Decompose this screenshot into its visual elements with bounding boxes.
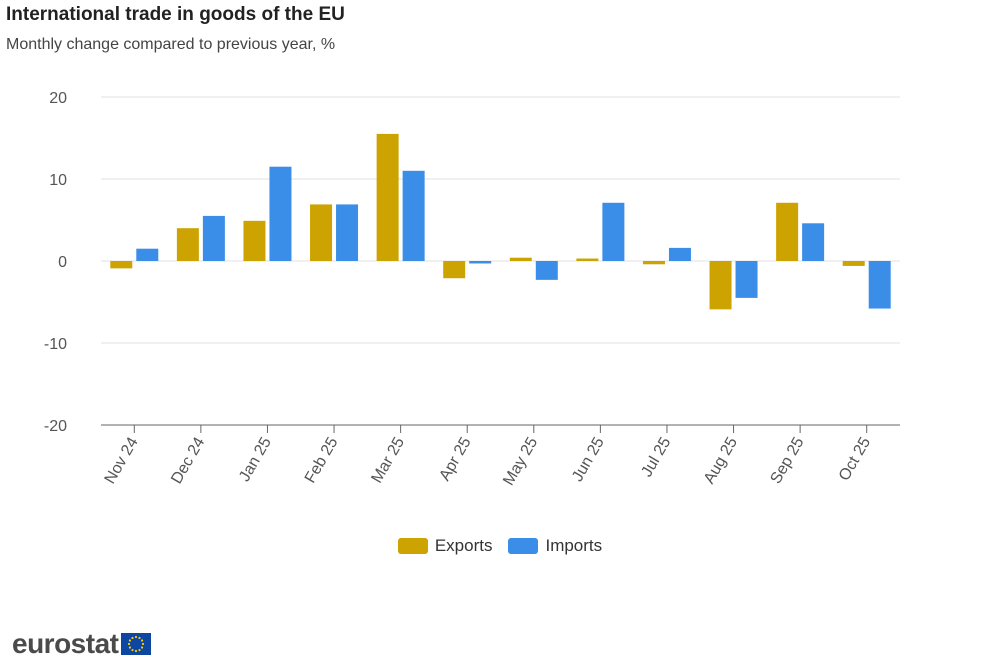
bar-exports-2 <box>243 220 266 261</box>
legend-label-imports: Imports <box>545 536 603 555</box>
legend: Exports Imports <box>0 536 1000 556</box>
bar-exports-8 <box>642 261 665 265</box>
chart-subtitle: Monthly change compared to previous year… <box>6 36 336 53</box>
y-tick-label: -20 <box>44 418 67 435</box>
x-tick-label: Feb 25 <box>302 434 342 486</box>
legend-item-exports[interactable]: Exports <box>397 536 493 556</box>
x-tick-label: May 25 <box>500 434 541 488</box>
bar-exports-6 <box>509 257 532 261</box>
bar-exports-5 <box>443 261 466 279</box>
bar-imports-11 <box>868 261 891 309</box>
y-tick-label: -10 <box>44 336 67 353</box>
bar-imports-5 <box>469 261 492 264</box>
x-tick-label: Aug 25 <box>701 434 741 487</box>
x-tick-label: Apr 25 <box>436 434 474 483</box>
flag-star <box>141 639 144 642</box>
bar-imports-7 <box>602 202 625 261</box>
bar-imports-3 <box>336 204 359 261</box>
y-tick-label: 10 <box>49 172 67 189</box>
gridlines <box>101 96 900 426</box>
bar-exports-7 <box>576 258 599 261</box>
x-tick-label: Dec 24 <box>168 434 208 486</box>
eu-flag-icon <box>121 633 152 655</box>
bar-exports-3 <box>310 204 333 261</box>
bar-imports-8 <box>668 247 691 261</box>
legend-item-imports[interactable]: Imports <box>508 536 602 556</box>
flag-star <box>131 648 135 652</box>
bar-imports-1 <box>202 215 225 261</box>
flag-star <box>138 636 142 640</box>
x-tick-label: Mar 25 <box>368 434 408 486</box>
bar-exports-10 <box>776 202 799 261</box>
flag-star <box>131 636 135 640</box>
y-tick-label: 0 <box>58 254 67 271</box>
x-axis-ticks: Nov 24 Dec 24 Jan 25 Feb 25 Mar 25 Apr 25 May … <box>102 425 874 488</box>
chart-title: International trade in goods of the EU <box>6 4 345 25</box>
flag-star <box>135 635 138 639</box>
bar-exports-9 <box>709 261 732 310</box>
x-tick-label: Sep 25 <box>768 434 808 487</box>
flag-star <box>142 642 145 646</box>
bar-imports-10 <box>802 223 825 261</box>
y-tick-label: 20 <box>49 90 67 107</box>
eurostat-logo: eurostat <box>12 628 152 660</box>
bar-imports-4 <box>402 170 425 261</box>
flag-star <box>129 639 132 642</box>
logo-text: eurostat <box>12 628 119 659</box>
legend-swatch-imports <box>508 538 539 554</box>
flag-star <box>128 642 131 646</box>
bar-exports-1 <box>176 228 199 261</box>
flag-star <box>138 648 142 652</box>
flag-star <box>135 649 138 653</box>
flag-star <box>141 646 144 649</box>
x-tick-label: Nov 24 <box>102 434 142 486</box>
flag-star <box>129 646 132 649</box>
bar-imports-9 <box>735 261 758 298</box>
x-tick-label: Jun 25 <box>569 434 608 484</box>
bar-imports-2 <box>269 166 292 261</box>
bars <box>110 133 891 310</box>
bar-chart: 20 10 0 -10 -20 Nov 24 Dec 24 Jan 25 Feb 25 Mar … <box>44 90 900 488</box>
y-axis-ticks: 20 10 0 -10 -20 <box>44 90 67 435</box>
x-tick-label: Jan 25 <box>236 434 275 484</box>
legend-label-exports: Exports <box>434 536 493 555</box>
bar-exports-0 <box>110 261 133 269</box>
x-tick-label: Oct 25 <box>836 434 874 483</box>
x-tick-label: Jul 25 <box>638 434 674 480</box>
bar-imports-6 <box>535 261 558 280</box>
bar-exports-11 <box>842 261 865 266</box>
bar-exports-4 <box>376 133 399 261</box>
legend-swatch-exports <box>397 538 428 554</box>
bar-imports-0 <box>136 248 159 261</box>
